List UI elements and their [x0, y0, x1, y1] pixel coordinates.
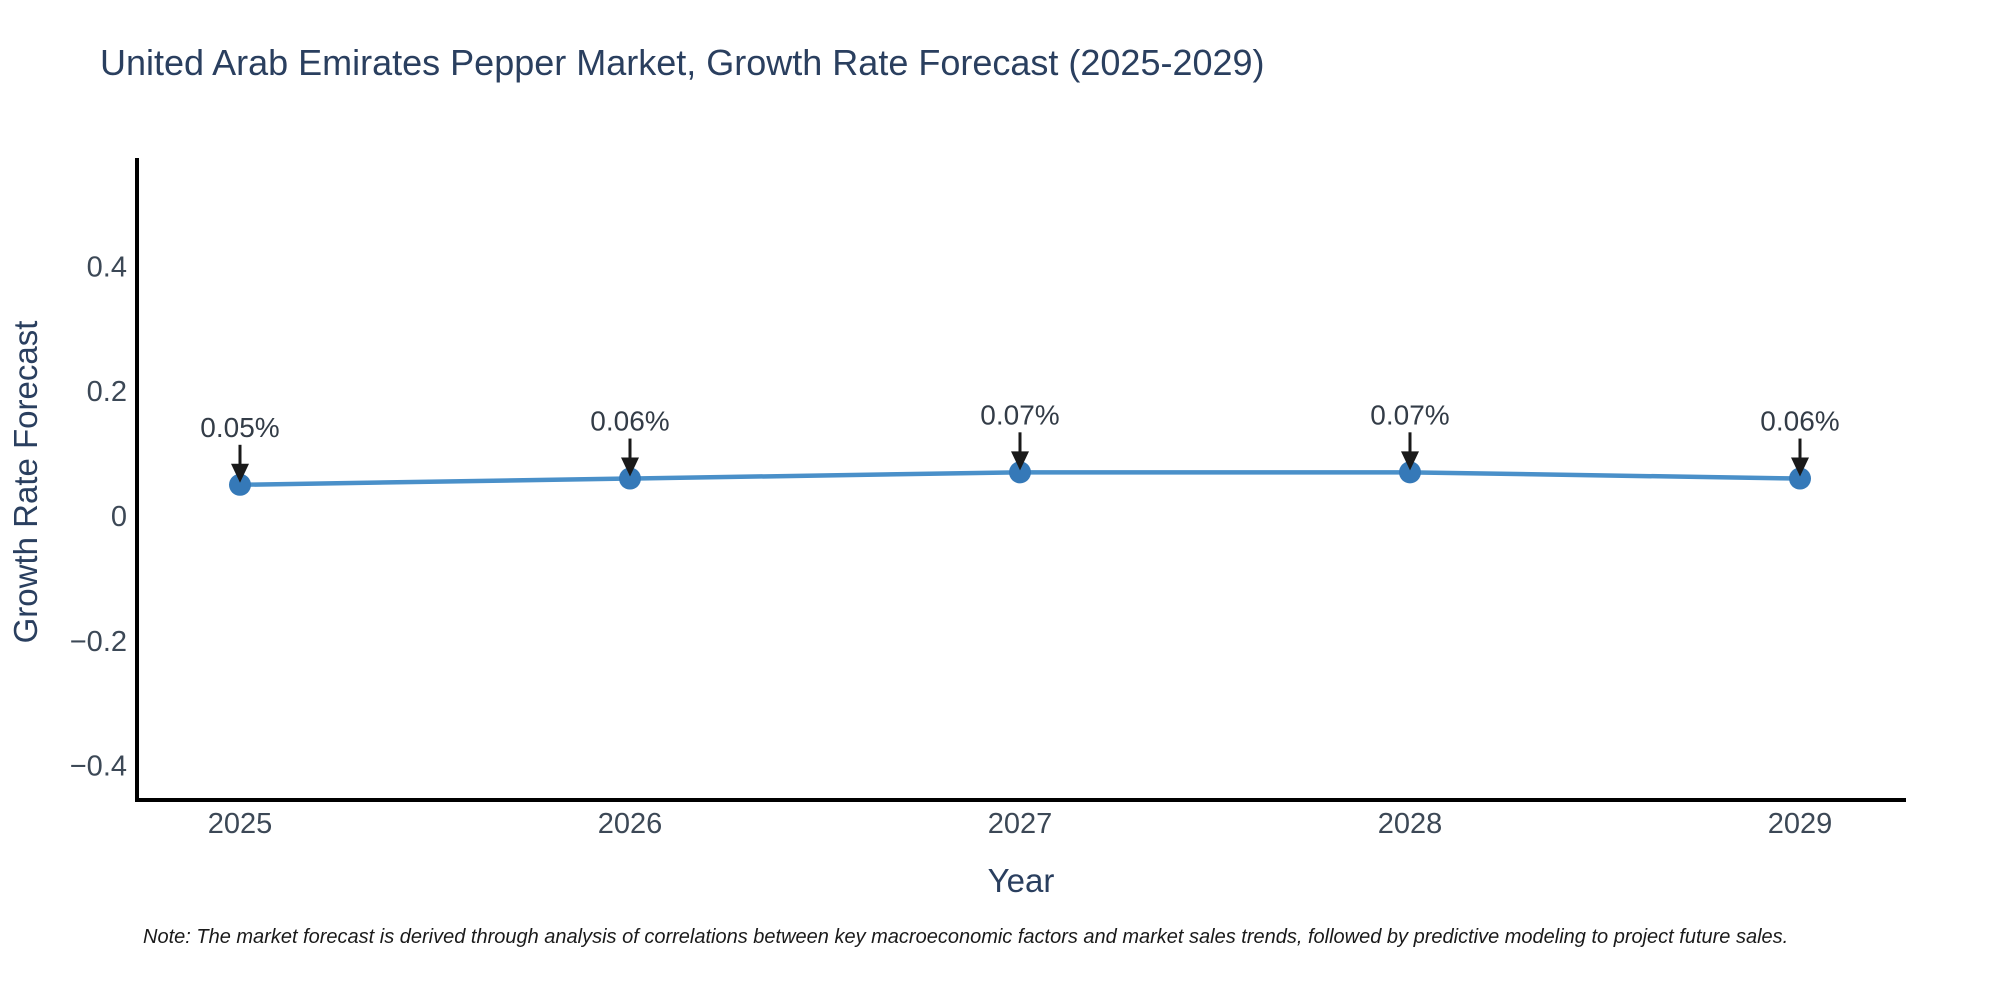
- y-tick-label: 0.4: [87, 251, 127, 283]
- annotation-arrow-head: [231, 463, 249, 483]
- chart-title: United Arab Emirates Pepper Market, Grow…: [100, 42, 1265, 83]
- point-annotation: 0.05%: [200, 412, 279, 443]
- x-tick-label: 2025: [208, 808, 273, 840]
- data-point-2025[interactable]: [229, 473, 251, 496]
- y-tick-label: 0.2: [87, 376, 127, 408]
- point-annotation: 0.06%: [1760, 406, 1839, 437]
- data-point-2029[interactable]: [1789, 467, 1811, 490]
- x-tick-label: 2029: [1768, 808, 1833, 840]
- y-tick-label: −0.4: [70, 751, 127, 783]
- data-point-2028[interactable]: [1399, 461, 1421, 484]
- point-annotation: 0.06%: [590, 406, 669, 437]
- x-axis-title: Year: [987, 862, 1055, 899]
- point-annotation: 0.07%: [980, 399, 1059, 430]
- data-point-2026[interactable]: [619, 467, 641, 490]
- footnote: Note: The market forecast is derived thr…: [143, 926, 1789, 948]
- y-tick-label: −0.2: [70, 626, 127, 658]
- point-annotation: 0.07%: [1370, 399, 1449, 430]
- annotation-arrow-head: [621, 457, 639, 477]
- x-tick-label: 2026: [598, 808, 663, 840]
- x-tick-label: 2027: [988, 808, 1053, 840]
- annotation-arrow-head: [1791, 457, 1809, 477]
- annotation-arrow-head: [1011, 451, 1029, 471]
- y-tick-label: 0: [111, 501, 127, 533]
- annotation-arrow-head: [1401, 451, 1419, 471]
- x-tick-label: 2028: [1378, 808, 1443, 840]
- data-point-2027[interactable]: [1009, 461, 1031, 484]
